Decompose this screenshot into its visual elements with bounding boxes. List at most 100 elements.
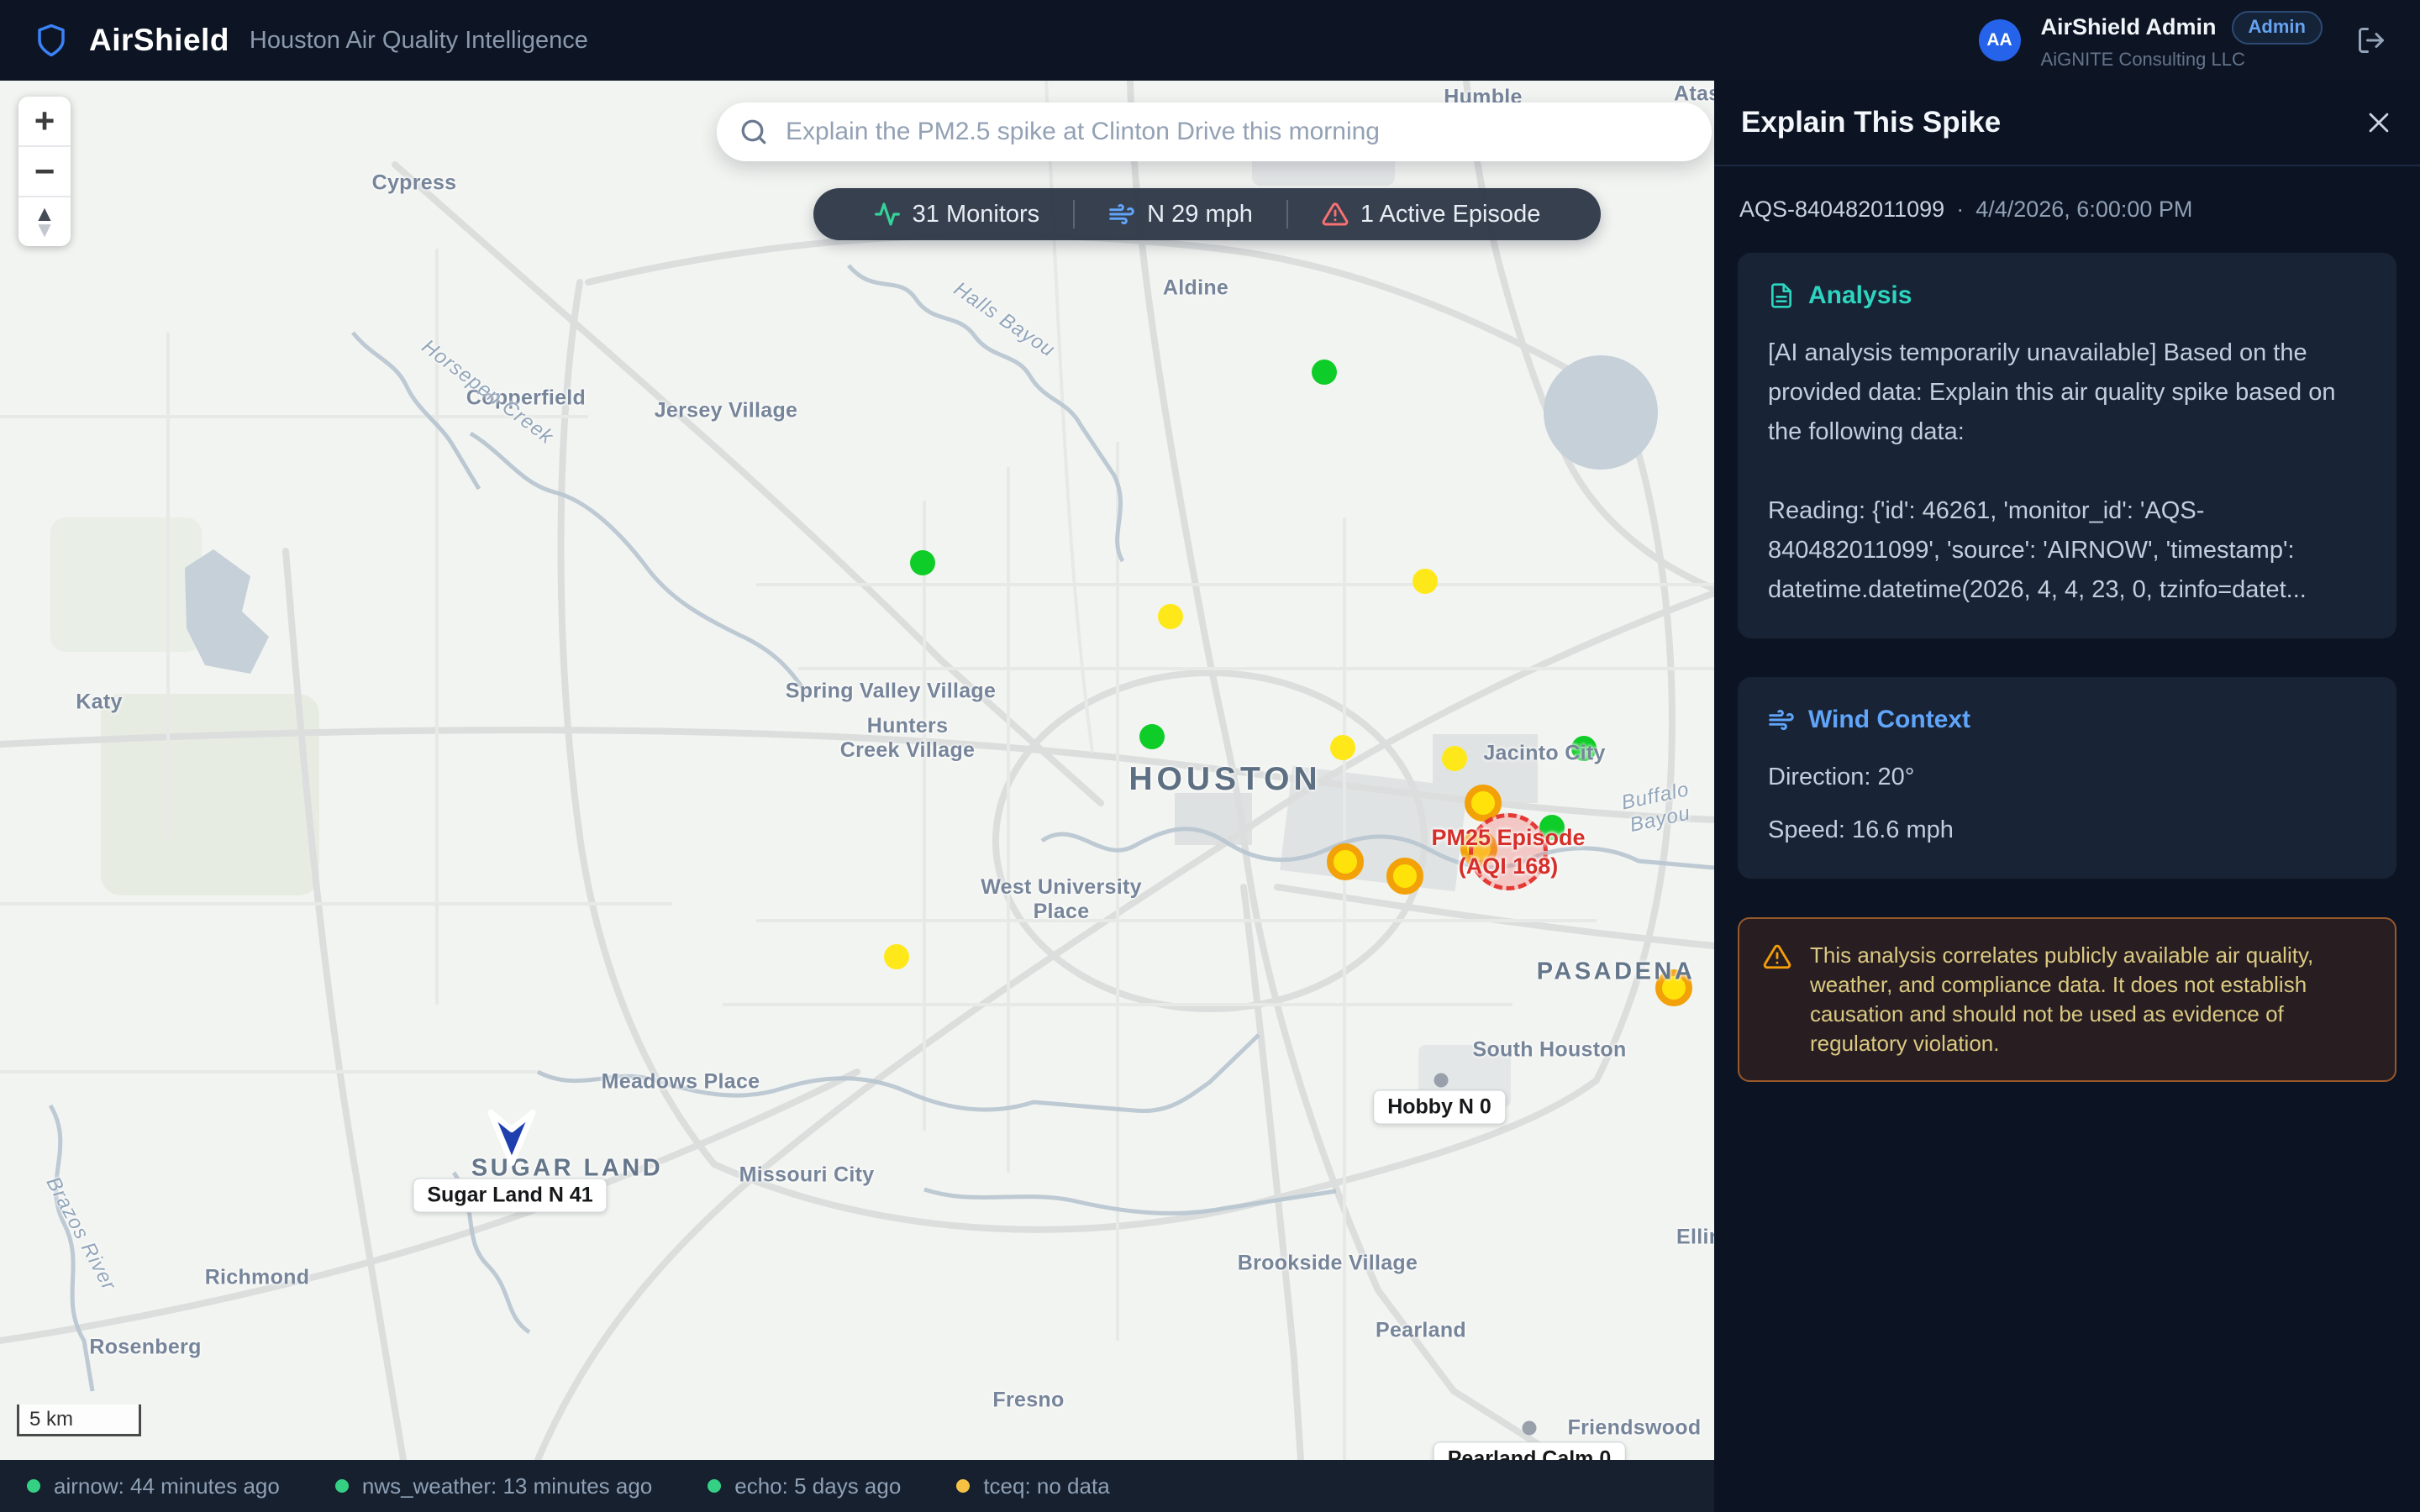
map-label-rosenberg: Rosenberg (89, 1336, 201, 1360)
map-scale-bar: 5 km (17, 1404, 141, 1436)
airshield-app: HumbleAtascocitaCypressCopperfieldJersey… (0, 0, 2420, 1512)
search-icon (739, 117, 769, 147)
status-dot-icon (956, 1479, 970, 1493)
status-dot-icon (27, 1479, 40, 1493)
map-label-katy: Katy (76, 690, 122, 715)
search-input[interactable] (784, 117, 1690, 147)
user-org: AiGNITE Consulting LLC (2041, 49, 2323, 71)
map-label-missouri-city: Missouri City (739, 1163, 875, 1188)
source-status-label: airnow: 44 minutes ago (54, 1473, 280, 1499)
map-label-pasadena: PASADENA (1537, 958, 1696, 986)
source-status-label: tceq: no data (983, 1473, 1109, 1499)
reading-meta: AQS-840482011099 · 4/4/2026, 6:00:00 PM (1739, 197, 2395, 223)
logout-button[interactable] (2356, 25, 2386, 55)
map-zoom-control: + − ▲▼ (18, 97, 71, 246)
analysis-reading: Reading: {'id': 46261, 'monitor_id': 'AQ… (1768, 491, 2366, 610)
tilt-icon: ▲▼ (34, 206, 55, 237)
map-label-jacinto-city: Jacinto City (1483, 742, 1605, 766)
map-label-cypress: Cypress (372, 171, 457, 196)
shield-logo-icon (34, 21, 69, 60)
meta-separator: · (1956, 197, 1964, 223)
wind-label: N 29 mph (1147, 201, 1253, 228)
status-dot-icon (708, 1479, 721, 1493)
monitor-marker-grey[interactable] (1523, 1421, 1537, 1436)
warning-triangle-icon (1763, 942, 1791, 971)
scale-label: 5 km (29, 1408, 73, 1431)
disclaimer-box: This analysis correlates publicly availa… (1738, 917, 2396, 1082)
brand-name: AirShield (89, 23, 229, 58)
ai-search-bar (717, 102, 1712, 161)
map-label-west-university-place: West University Place (981, 875, 1142, 924)
map-label-friendswood: Friendswood (1568, 1416, 1702, 1441)
reading-timestamp: 4/4/2026, 6:00:00 PM (1975, 197, 2192, 223)
wind-context-card: Wind Context Direction: 20° Speed: 16.6 … (1738, 677, 2396, 879)
role-badge: Admin (2232, 11, 2323, 45)
brand-subtitle: Houston Air Quality Intelligence (250, 27, 588, 55)
monitors-stat[interactable]: 31 Monitors (840, 201, 1074, 228)
map-label-meadows-place: Meadows Place (602, 1070, 760, 1095)
disclaimer-text: This analysis correlates publicly availa… (1810, 941, 2371, 1058)
map-label-fresno: Fresno (992, 1389, 1064, 1413)
map-canvas[interactable]: HumbleAtascocitaCypressCopperfieldJersey… (0, 81, 1714, 1460)
tilt-control-button[interactable]: ▲▼ (18, 197, 71, 246)
source-status-airnow: airnow: 44 minutes ago (27, 1473, 280, 1499)
file-text-icon (1768, 282, 1795, 309)
monitor-marker-orange[interactable] (1386, 858, 1423, 895)
zoom-out-button[interactable]: − (18, 147, 71, 197)
monitor-marker-yellow[interactable] (1158, 604, 1183, 629)
wind-icon (1768, 706, 1795, 733)
wind-speed: Speed: 16.6 mph (1768, 811, 2366, 850)
map-label-brookside-village: Brookside Village (1238, 1252, 1418, 1276)
analysis-card: Analysis [AI analysis temporarily unavai… (1738, 253, 2396, 638)
map-label-hunters-creek-village: Hunters Creek Village (840, 714, 975, 763)
monitor-marker-yellow[interactable] (884, 944, 909, 969)
user-block: AirShield Admin Admin AiGNITE Consulting… (2041, 11, 2323, 71)
source-status-echo: echo: 5 days ago (708, 1473, 901, 1499)
map-label-south-houston: South Houston (1472, 1038, 1626, 1063)
map-label-richmond: Richmond (205, 1266, 310, 1290)
episode-label[interactable]: PM25 Episode(AQI 168) (1431, 823, 1585, 880)
map-label-aldine: Aldine (1163, 276, 1228, 301)
wind-direction: Direction: 20° (1768, 758, 2366, 797)
close-icon[interactable] (2365, 108, 2393, 137)
monitor-id: AQS-840482011099 (1739, 197, 1944, 223)
map-status-pill: 31 Monitors N 29 mph 1 Active Episode (813, 188, 1601, 240)
episodes-label: 1 Active Episode (1360, 201, 1540, 228)
map-label-pearland: Pearland (1376, 1319, 1466, 1343)
activity-icon (874, 201, 901, 228)
map-label-jersey-village: Jersey Village (655, 399, 798, 423)
wind-icon (1108, 201, 1135, 228)
explain-spike-panel: Explain This Spike AQS-840482011099 · 4/… (1714, 81, 2420, 1512)
monitor-marker-yellow[interactable] (1330, 735, 1355, 760)
wind-direction-arrow (485, 1108, 539, 1174)
zoom-in-button[interactable]: + (18, 97, 71, 147)
analysis-title: Analysis (1808, 281, 1912, 310)
monitor-marker-green[interactable] (1312, 360, 1337, 385)
avatar[interactable]: AA (1979, 19, 2021, 61)
monitor-marker-orange[interactable] (1327, 843, 1364, 880)
map-label-spring-valley-village: Spring Valley Village (786, 680, 996, 704)
wind-stat[interactable]: N 29 mph (1075, 201, 1286, 228)
map-label-houston: HOUSTON (1128, 761, 1321, 798)
monitor-marker-yellow[interactable] (1442, 746, 1467, 771)
user-name: AirShield Admin (2041, 14, 2217, 40)
monitor-marker-green[interactable] (1139, 724, 1165, 749)
monitors-label: 31 Monitors (913, 201, 1040, 228)
monitor-marker-grey[interactable] (1434, 1074, 1449, 1088)
episode-stat[interactable]: 1 Active Episode (1288, 201, 1574, 228)
station-tooltip-hobby-n-0[interactable]: Hobby N 0 (1373, 1090, 1506, 1125)
status-dot-icon (335, 1479, 349, 1493)
top-navbar: AirShield Houston Air Quality Intelligen… (0, 0, 2420, 81)
monitor-marker-yellow[interactable] (1413, 569, 1438, 594)
panel-title: Explain This Spike (1741, 106, 2001, 139)
station-tooltip-pearland-calm-0[interactable]: Pearland Calm 0 (1434, 1442, 1626, 1461)
monitor-marker-green[interactable] (910, 550, 935, 575)
wind-context-title: Wind Context (1808, 706, 1970, 734)
station-tooltip-sugar-land-n-41[interactable]: Sugar Land N 41 (413, 1179, 607, 1213)
analysis-paragraph: [AI analysis temporarily unavailable] Ba… (1768, 333, 2366, 452)
source-status-label: echo: 5 days ago (734, 1473, 901, 1499)
alert-triangle-icon (1322, 201, 1349, 228)
source-status-tceq: tceq: no data (956, 1473, 1109, 1499)
source-status-nws-weather: nws_weather: 13 minutes ago (335, 1473, 652, 1499)
map-label-ellington: Ellington (1676, 1226, 1714, 1250)
